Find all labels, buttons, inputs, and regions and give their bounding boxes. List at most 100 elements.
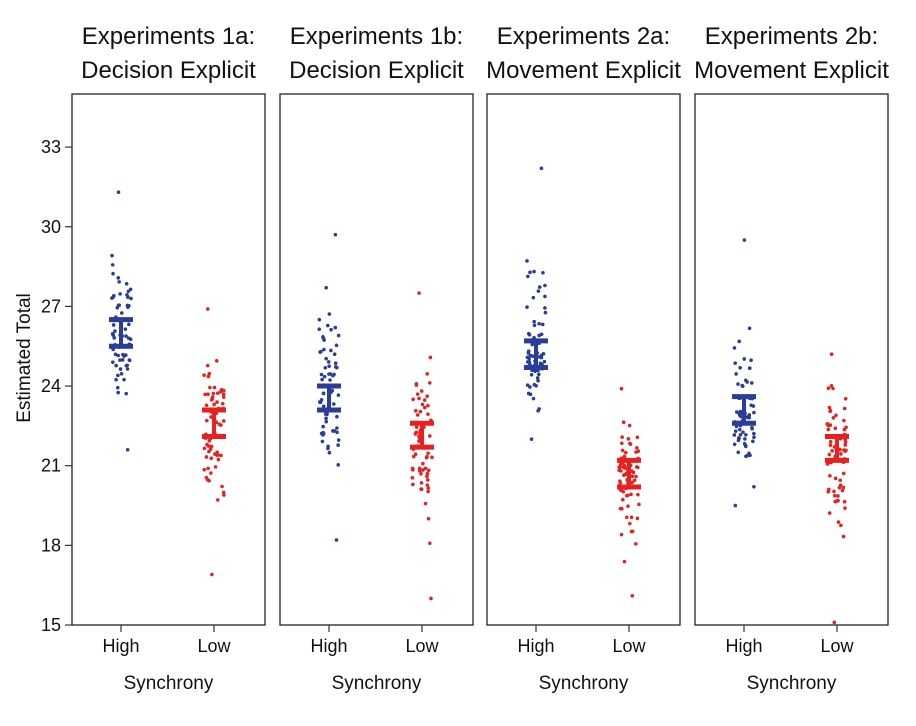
data-point	[112, 293, 116, 298]
data-point	[111, 333, 116, 337]
data-point	[532, 323, 537, 328]
data-point	[321, 404, 326, 409]
data-point	[119, 372, 124, 376]
data-point	[738, 365, 742, 370]
data-point	[839, 452, 843, 456]
y-axis: 15 18 21 24 27 30 33	[41, 137, 72, 635]
data-point	[116, 353, 121, 358]
data-point	[426, 403, 430, 408]
data-point	[535, 376, 540, 380]
data-point	[832, 489, 836, 494]
data-point	[128, 337, 133, 342]
data-point	[221, 392, 226, 397]
data-point	[324, 285, 328, 290]
data-point	[536, 378, 540, 383]
data-point	[539, 332, 544, 337]
data-point	[744, 454, 748, 459]
data-point	[205, 363, 210, 368]
data-point	[322, 347, 326, 352]
data-point	[221, 395, 226, 399]
data-point	[751, 439, 755, 444]
data-point	[527, 359, 532, 364]
data-point	[212, 402, 216, 407]
data-point	[543, 294, 547, 299]
panel: Experiments 1b: Decision Explicit Synchron…	[279, 23, 474, 694]
data-point	[332, 429, 337, 433]
data-point	[836, 520, 841, 524]
data-point	[830, 449, 834, 453]
data-point	[425, 394, 429, 398]
data-point	[426, 516, 431, 521]
data-point	[833, 426, 838, 431]
data-point	[218, 390, 223, 394]
data-point	[537, 285, 542, 289]
data-point	[215, 450, 219, 455]
data-point	[838, 478, 843, 483]
data-point	[829, 384, 834, 388]
data-point	[826, 386, 831, 391]
data-point	[632, 478, 637, 483]
data-point	[826, 427, 831, 432]
data-point	[212, 385, 217, 390]
data-point	[112, 336, 117, 340]
data-point	[122, 354, 126, 358]
data-point	[207, 479, 211, 483]
data-point	[128, 287, 133, 292]
data-point	[628, 521, 632, 526]
data-point	[209, 444, 214, 449]
data-point	[622, 559, 627, 564]
data-point	[734, 372, 738, 376]
data-point	[621, 497, 625, 502]
data-point	[620, 448, 625, 453]
data-point	[209, 456, 214, 461]
data-point	[629, 492, 633, 497]
data-point	[752, 435, 756, 440]
data-point	[750, 426, 754, 431]
data-point	[322, 374, 327, 379]
data-point	[526, 349, 531, 353]
panel: Experiments 1a: Decision Explicit Synchron…	[71, 23, 266, 694]
data-point	[111, 323, 116, 327]
data-point	[326, 444, 330, 449]
data-point	[426, 489, 430, 494]
data-point	[528, 392, 533, 397]
y-tick-label: 30	[41, 217, 61, 237]
data-point	[113, 352, 118, 357]
data-point	[415, 413, 420, 417]
data-point	[419, 487, 424, 492]
data-point	[842, 418, 846, 423]
data-point	[335, 365, 339, 370]
panel-frame	[694, 93, 889, 626]
data-point	[323, 412, 328, 416]
data-point	[617, 465, 621, 469]
data-point	[752, 484, 756, 489]
data-point	[423, 501, 428, 506]
data-point	[843, 506, 847, 510]
data-point	[329, 327, 333, 332]
data-point	[125, 292, 129, 297]
data-point	[425, 471, 430, 476]
data-point	[530, 342, 535, 347]
data-point	[842, 406, 847, 411]
data-point	[733, 361, 738, 365]
data-point	[320, 377, 324, 382]
data-point	[411, 397, 415, 402]
data-point	[417, 396, 421, 401]
data-point	[831, 416, 836, 420]
data-point	[124, 334, 128, 338]
data-point	[539, 355, 544, 360]
data-point	[202, 373, 206, 377]
data-point	[424, 455, 429, 460]
data-point	[205, 307, 210, 311]
data-point	[215, 391, 220, 396]
data-point	[334, 538, 339, 542]
x-axis-title: Synchrony	[332, 673, 422, 694]
x-tick-label: Low	[612, 636, 646, 656]
data-point	[533, 369, 537, 374]
panel-title-line1: Experiments 1b:	[290, 23, 463, 50]
data-point	[317, 317, 322, 322]
data-point	[831, 386, 835, 391]
data-point	[419, 472, 423, 476]
data-point	[202, 446, 207, 451]
data-point	[637, 502, 641, 507]
